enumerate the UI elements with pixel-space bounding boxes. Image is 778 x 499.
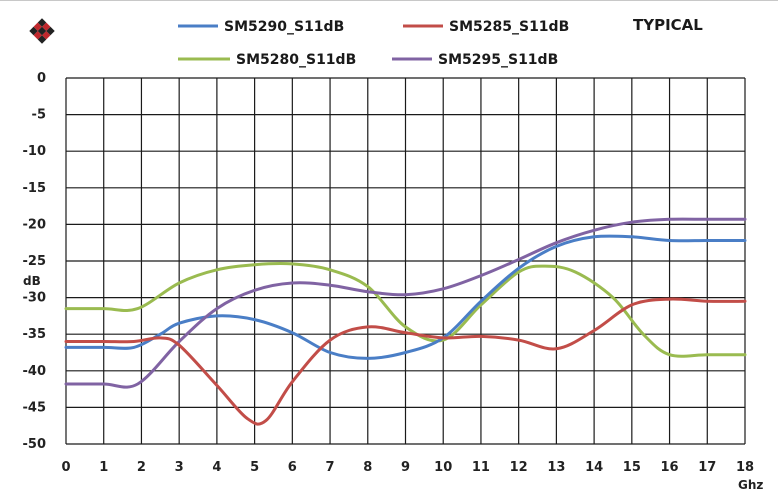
legend-label: SM5280_S11dB <box>236 52 356 68</box>
x-tick-label: 15 <box>623 460 641 475</box>
series-line-sm5295-s11db <box>64 217 747 389</box>
x-tick-label: 7 <box>326 460 335 475</box>
y-tick-label: 0 <box>37 71 46 86</box>
chart-title: TYPICAL <box>633 16 703 34</box>
x-tick-label: 6 <box>288 460 297 475</box>
x-tick-label: 16 <box>661 460 679 475</box>
legend-label: SM5285_S11dB <box>449 19 569 35</box>
x-tick-label: 9 <box>401 460 410 475</box>
legend: SM5290_S11dB SM5285_S11dB SM5280_S11dB SM52… <box>178 19 569 68</box>
y-tick-label: -10 <box>23 144 47 159</box>
x-tick-label: 10 <box>434 460 452 475</box>
x-tick-labels: 0 1 2 3 4 5 6 7 8 9 10 11 12 13 14 15 16 17 18 <box>61 460 754 475</box>
x-tick-label: 0 <box>61 460 70 475</box>
legend-label: SM5295_S11dB <box>438 52 558 68</box>
series-line-sm5280-s11db <box>64 262 747 358</box>
y-tick-label: -35 <box>23 327 47 342</box>
y-tick-label: -50 <box>23 437 47 452</box>
x-tick-label: 17 <box>698 460 716 475</box>
y-tick-label: -45 <box>23 400 47 415</box>
series-lines <box>64 217 747 426</box>
series-line-sm5285-s11db <box>64 297 747 426</box>
grid <box>65 77 746 445</box>
x-tick-label: 3 <box>175 460 184 475</box>
x-tick-label: 13 <box>547 460 565 475</box>
y-axis-label: dB <box>23 274 41 288</box>
y-tick-label: -25 <box>23 254 47 269</box>
y-tick-label: -30 <box>23 291 47 306</box>
x-axis-label: Ghz <box>738 478 763 492</box>
y-tick-label: -20 <box>23 217 47 232</box>
legend-label: SM5290_S11dB <box>224 19 344 35</box>
brand-logo-icon <box>29 18 55 44</box>
y-tick-label: -5 <box>32 108 46 123</box>
x-tick-label: 2 <box>137 460 146 475</box>
x-tick-label: 14 <box>585 460 603 475</box>
y-tick-label: -15 <box>23 181 47 196</box>
x-tick-label: 1 <box>99 460 108 475</box>
x-tick-label: 8 <box>363 460 372 475</box>
x-tick-label: 4 <box>212 460 221 475</box>
series-line-sm5290-s11db <box>64 234 747 360</box>
y-tick-labels: 0 -5 -10 -15 -20 -25 -30 -35 -40 -45 -50 <box>23 71 47 452</box>
x-tick-label: 12 <box>510 460 528 475</box>
y-tick-label: -40 <box>23 364 47 379</box>
x-tick-label: 18 <box>736 460 754 475</box>
x-tick-label: 5 <box>250 460 259 475</box>
x-tick-label: 11 <box>472 460 490 475</box>
